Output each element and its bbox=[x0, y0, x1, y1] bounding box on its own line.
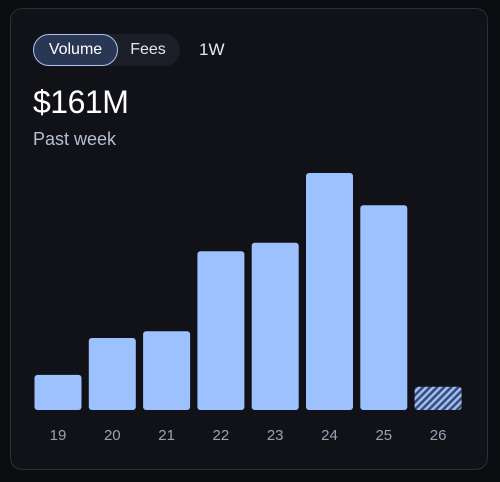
volume-card: Volume Fees 1W $161M Past week 19 20 21 22 2… bbox=[10, 8, 488, 470]
bar-23[interactable] bbox=[251, 242, 299, 410]
range-selector[interactable]: 1W bbox=[199, 40, 225, 59]
volume-bar-chart: 19 20 21 22 23 24 25 26 bbox=[34, 173, 462, 444]
x-tick-label: 21 bbox=[158, 427, 175, 444]
x-tick-label: 19 bbox=[50, 427, 67, 444]
bar-20[interactable] bbox=[88, 338, 136, 410]
period-label: Past week bbox=[33, 129, 117, 149]
x-tick-label: 22 bbox=[213, 427, 230, 444]
total-amount: $161M bbox=[33, 84, 129, 120]
x-tick-label: 26 bbox=[430, 427, 447, 444]
bar-partial-26[interactable] bbox=[414, 386, 462, 410]
bar-21[interactable] bbox=[143, 331, 191, 410]
x-tick-label: 23 bbox=[267, 427, 284, 444]
bar-25[interactable] bbox=[360, 205, 408, 410]
fees-tab[interactable]: Fees bbox=[130, 41, 166, 58]
bar-22[interactable] bbox=[197, 251, 245, 410]
bar-19[interactable] bbox=[34, 374, 82, 410]
x-tick-label: 24 bbox=[321, 427, 338, 444]
x-tick-label: 20 bbox=[104, 427, 121, 444]
volume-tab[interactable]: Volume bbox=[33, 34, 118, 66]
x-tick-label: 25 bbox=[375, 427, 392, 444]
metric-toggle: Volume Fees bbox=[33, 34, 180, 66]
bar-24[interactable] bbox=[306, 173, 353, 410]
